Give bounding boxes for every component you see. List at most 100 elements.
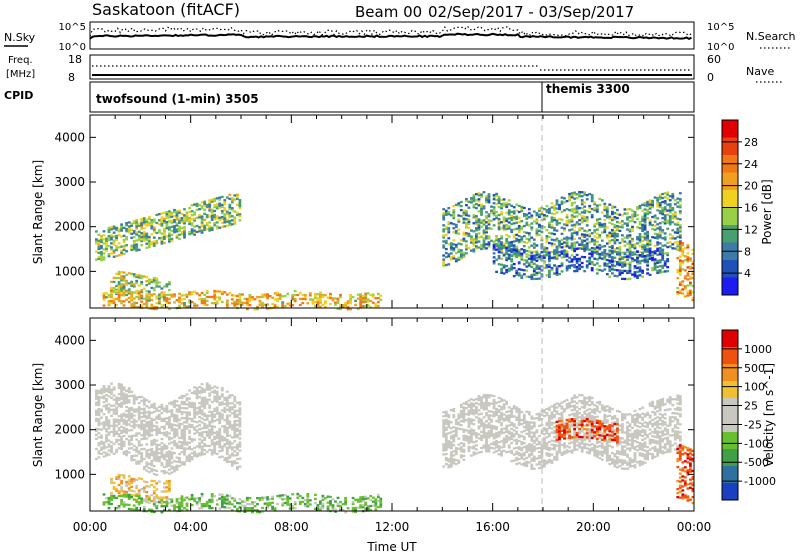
power-scatter-cell <box>538 207 541 210</box>
power-scatter-cell <box>485 229 488 232</box>
power-scatter-cell <box>147 223 151 227</box>
velocity-scatter-cell <box>241 504 244 507</box>
velocity-scatter-cell <box>105 398 108 401</box>
power-scatter-cell <box>107 296 111 299</box>
velocity-scatter-cell <box>371 496 375 499</box>
power-scatter-cell <box>145 234 149 237</box>
velocity-scatter-cell <box>246 498 249 502</box>
velocity-scatter-cell <box>155 455 159 458</box>
power-scatter-cell <box>163 229 166 232</box>
power-scatter-cell <box>543 216 546 219</box>
power-scatter-cell <box>535 253 539 256</box>
velocity-scatter-cell <box>195 391 199 394</box>
power-scatter-cell <box>689 259 692 262</box>
power-scatter-cell <box>160 306 164 309</box>
power-scatter-cell <box>165 306 169 309</box>
velocity-scatter-cell <box>475 408 478 411</box>
power-scatter-cell <box>220 300 224 304</box>
power-scatter-cell <box>495 248 498 251</box>
power-scatter-cell <box>578 237 581 240</box>
velocity-scatter-cell <box>213 447 217 451</box>
power-scatter-cell <box>183 208 186 211</box>
power-scatter-cell <box>321 303 325 307</box>
power-scatter-cell <box>563 241 566 244</box>
power-scatter-cell <box>165 299 169 303</box>
velocity-scatter-cell <box>173 415 176 419</box>
power-scatter-cell <box>641 209 644 212</box>
velocity-scatter-cell <box>452 436 456 439</box>
power-scatter-cell <box>120 300 123 303</box>
velocity-scatter-cell <box>160 417 164 421</box>
velocity-scatter-cell <box>180 431 184 434</box>
velocity-scatter-cell <box>95 437 98 440</box>
power-scatter-cell <box>102 292 106 295</box>
power-scatter-cell <box>178 298 181 301</box>
power-scatter-cell <box>160 287 164 290</box>
power-scatter-cell <box>535 218 539 221</box>
power-scatter-cell <box>532 262 536 265</box>
velocity-scatter-cell <box>454 426 458 430</box>
power-scatter-cell <box>457 228 461 231</box>
power-scatter-cell <box>507 225 511 228</box>
velocity-scatter-cell <box>112 410 116 413</box>
velocity-scatter-cell <box>376 495 380 499</box>
power-scatter-cell <box>331 297 335 300</box>
power-scatter-cell <box>213 205 217 209</box>
power-scatter-cell <box>578 195 581 198</box>
power-scatter-cell <box>155 295 159 298</box>
power-scatter-cell <box>200 231 204 234</box>
velocity-scatter-cell <box>203 448 207 452</box>
power-scatter-cell <box>314 296 317 300</box>
velocity-scatter-cell <box>334 500 337 503</box>
power-scatter-cell <box>626 242 629 245</box>
velocity-scatter-cell <box>228 506 232 510</box>
power-scatter-cell <box>208 221 212 224</box>
power-scatter-cell <box>678 234 682 237</box>
velocity-scatter-cell <box>152 473 156 476</box>
velocity-scatter-cell <box>135 460 139 463</box>
velocity-scatter-cell <box>203 398 207 401</box>
velocity-scatter-cell <box>462 428 466 431</box>
power-scatter-cell <box>573 193 576 196</box>
power-scatter-cell <box>540 210 544 214</box>
power-scatter-cell <box>623 260 627 263</box>
velocity-scatter-cell <box>238 419 242 422</box>
power-scatter-cell <box>452 215 456 218</box>
velocity-scatter-cell <box>208 422 212 425</box>
power-scatter-cell <box>661 248 665 251</box>
power-scatter-cell <box>658 195 662 199</box>
power-scatter-cell <box>613 205 617 209</box>
power-scatter-cell <box>210 295 214 299</box>
power-scatter-cell <box>163 304 166 307</box>
velocity-scatter-cell <box>142 505 146 509</box>
velocity-scatter-cell <box>180 422 184 426</box>
power-scatter-cell <box>641 223 644 226</box>
velocity-scatter-cell <box>253 501 257 504</box>
velocity-scatter-cell <box>140 411 144 415</box>
velocity-scatter-cell <box>150 454 154 457</box>
velocity-scatter-cell <box>105 497 108 500</box>
power-scatter-cell <box>180 298 184 301</box>
velocity-scatter-cell <box>130 416 134 420</box>
velocity-scatter-cell <box>238 407 242 410</box>
velocity-scatter-cell <box>230 448 234 451</box>
power-scatter-cell <box>100 255 103 258</box>
velocity-scatter-cell <box>487 422 491 425</box>
power-scatter-cell <box>580 191 584 194</box>
velocity-scatter-cell <box>142 498 146 501</box>
power-scatter-cell <box>364 298 368 301</box>
power-scatter-cell <box>142 219 146 222</box>
power-scatter-cell <box>233 194 237 197</box>
velocity-scatter-cell <box>447 432 451 435</box>
power-colorbar-segment <box>722 277 738 296</box>
power-scatter-cell <box>135 233 139 236</box>
power-scatter-cell <box>173 227 176 230</box>
velocity-scatter-cell <box>319 508 322 511</box>
power-scatter-cell <box>553 216 556 220</box>
power-scatter-cell <box>585 220 589 223</box>
velocity-scatter-cell <box>127 441 131 444</box>
velocity-scatter-cell <box>233 411 237 415</box>
power-scatter-cell <box>452 257 456 260</box>
power-scatter-cell <box>560 196 564 199</box>
power-scatter-cell <box>683 247 687 250</box>
